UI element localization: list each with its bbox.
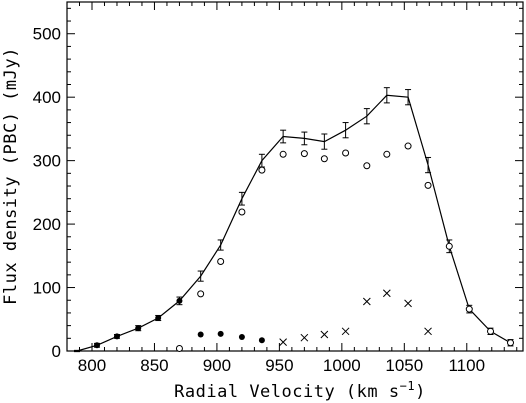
y-tick-label: 300 bbox=[33, 152, 61, 171]
open-circle-point bbox=[383, 150, 391, 158]
open-circle-point bbox=[320, 155, 328, 163]
x-tick-label: 900 bbox=[203, 356, 231, 375]
y-axis-title: Flux density (PBC) (mJy) bbox=[1, 47, 21, 305]
open-circle-point bbox=[258, 166, 266, 174]
filled-circle-point bbox=[155, 315, 162, 322]
open-circle-point bbox=[197, 290, 205, 298]
x-axis-title: Radial Velocity (km s−1) bbox=[174, 379, 426, 402]
open-circle-point bbox=[445, 242, 453, 250]
y-tick-label: 400 bbox=[33, 88, 61, 107]
open-circle-point bbox=[175, 344, 183, 352]
open-circle-series bbox=[175, 142, 515, 352]
open-circle-point bbox=[507, 339, 515, 347]
axis-tick-labels: 800 850 900 950 1000 1050 1100 0 100 200 300 400 500 bbox=[33, 25, 485, 375]
y-tick-label: 200 bbox=[33, 215, 61, 234]
open-circle-point bbox=[300, 150, 308, 158]
cross-point bbox=[404, 299, 412, 308]
filled-circle-series bbox=[93, 297, 265, 349]
x-tick-label: 850 bbox=[140, 356, 168, 375]
open-circle-point bbox=[279, 150, 287, 158]
filled-circle-point bbox=[197, 331, 204, 338]
open-circle-point bbox=[238, 208, 246, 216]
y-tick-label: 100 bbox=[33, 279, 61, 298]
open-circle-point bbox=[465, 305, 473, 313]
y-tick-label: 0 bbox=[52, 342, 61, 361]
open-circle-point bbox=[363, 162, 371, 170]
cross-point bbox=[382, 289, 391, 298]
open-circle-point bbox=[342, 149, 350, 157]
filled-circle-point bbox=[217, 330, 224, 337]
open-circle-point bbox=[217, 258, 225, 266]
x-tick-label: 800 bbox=[78, 356, 106, 375]
filled-circle-point bbox=[258, 337, 265, 344]
axis-ticks bbox=[67, 2, 523, 352]
cross-point bbox=[341, 327, 350, 336]
filled-circle-point bbox=[135, 325, 142, 332]
cross-point bbox=[300, 333, 309, 342]
x-tick-label: 950 bbox=[265, 356, 293, 375]
filled-circle-point bbox=[93, 342, 100, 349]
x-tick-label: 1100 bbox=[448, 356, 485, 375]
cross-point bbox=[279, 338, 287, 346]
cross-point bbox=[362, 297, 371, 306]
open-circle-point bbox=[424, 181, 432, 189]
x-tick-label: 1000 bbox=[323, 356, 361, 375]
y-tick-label: 500 bbox=[33, 25, 61, 44]
filled-circle-point bbox=[176, 297, 183, 304]
x-tick-label: 1050 bbox=[385, 356, 423, 375]
open-circle-point bbox=[404, 142, 412, 150]
cross-point bbox=[320, 330, 329, 339]
filled-circle-point bbox=[238, 334, 245, 341]
open-circle-point bbox=[487, 327, 495, 335]
cross-series bbox=[279, 289, 432, 346]
total-flux-line bbox=[76, 94, 511, 352]
plot-frame bbox=[66, 1, 524, 352]
cross-point bbox=[424, 327, 432, 336]
total-flux-series bbox=[73, 87, 514, 353]
filled-circle-point bbox=[113, 333, 120, 340]
